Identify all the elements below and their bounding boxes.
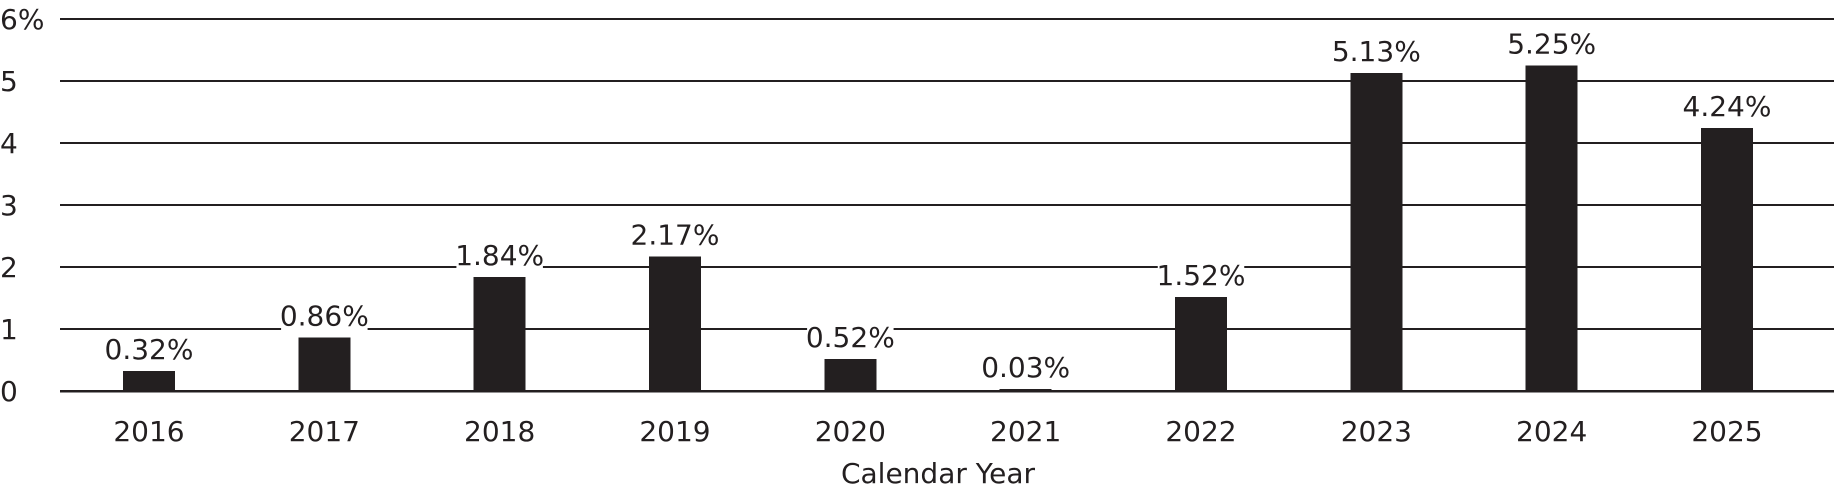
x-axis-title: Calendar Year: [841, 457, 1036, 490]
data-label-2022: 1.52%: [1157, 259, 1246, 292]
data-label-background: [631, 218, 719, 251]
data-label-2025: 4.24%: [1683, 90, 1772, 123]
data-label-2016: 0.32%: [105, 333, 194, 366]
bar-2021: [999, 389, 1052, 391]
y-tick-label: 6%: [0, 3, 44, 36]
data-label-background: [1683, 90, 1771, 123]
x-tick-label-2019: 2019: [639, 415, 710, 448]
x-tick-label-2024: 2024: [1516, 415, 1587, 448]
data-label-2021: 0.03%: [981, 351, 1070, 384]
data-label-background: [105, 333, 193, 366]
bar-2020: [824, 358, 877, 391]
y-axis-ticks: 0 1 2 3 4 5 6%: [0, 3, 44, 408]
bar-2018: [473, 276, 526, 391]
data-label-background: [807, 320, 894, 353]
x-axis-ticks: 2016 2017 2018 2019 2020 2021 2022 2023 2024 2025: [113, 415, 1762, 448]
x-tick-label-2017: 2017: [289, 415, 360, 448]
bar-2017: [298, 337, 351, 391]
data-label-background: [456, 238, 543, 271]
data-labels: 0.32% 0.86% 1.84% 2.17% 0.52% 0.03% 1.52% 5.13%…: [105, 27, 1772, 384]
x-tick-label-2023: 2023: [1341, 415, 1412, 448]
data-label-2020: 0.52%: [806, 321, 895, 354]
bars: [123, 65, 1753, 391]
x-tick-label-2016: 2016: [113, 415, 184, 448]
data-label-2018: 1.84%: [455, 239, 544, 272]
data-label-2024: 5.25%: [1507, 28, 1596, 61]
data-label-background: [1333, 34, 1420, 67]
x-tick-label-2025: 2025: [1691, 415, 1762, 448]
data-label-2023: 5.13%: [1332, 35, 1421, 68]
bar-2016: [123, 371, 175, 391]
data-label-2017: 0.86%: [280, 300, 369, 333]
y-tick-label: 2: [0, 251, 18, 284]
x-tick-label-2021: 2021: [990, 415, 1061, 448]
y-tick-label: 1: [0, 313, 18, 346]
bar-2025: [1701, 128, 1753, 391]
bar-2023: [1350, 72, 1403, 391]
y-tick-label: 5: [0, 65, 18, 98]
data-label-2019: 2.17%: [631, 218, 720, 251]
y-tick-label: 4: [0, 127, 18, 160]
bar-2022: [1175, 296, 1227, 391]
x-tick-label-2018: 2018: [464, 415, 535, 448]
data-label-background: [1157, 258, 1245, 291]
data-label-background: [1508, 27, 1595, 60]
data-label-background: [281, 299, 368, 332]
y-tick-label: 0: [0, 375, 18, 408]
x-tick-label-2022: 2022: [1165, 415, 1236, 448]
bar-2024: [1525, 65, 1578, 391]
x-tick-label-2020: 2020: [815, 415, 886, 448]
y-tick-label: 3: [0, 189, 18, 222]
bar-2019: [649, 256, 701, 391]
data-label-background: [982, 351, 1069, 384]
